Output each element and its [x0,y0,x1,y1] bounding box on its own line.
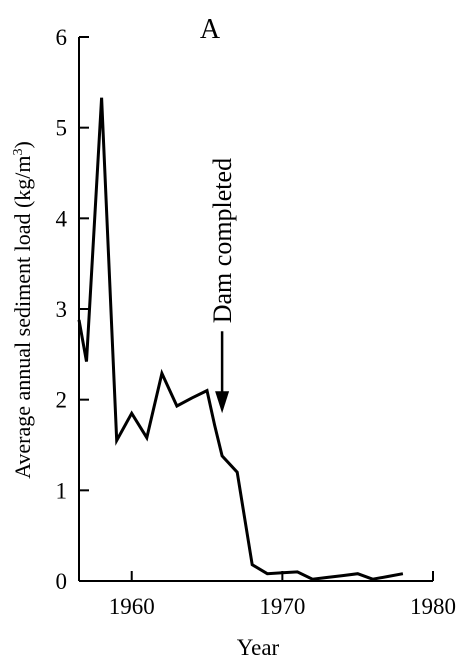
y-tick-label: 0 [56,569,68,594]
series-group [77,97,404,581]
axes [78,37,433,582]
annotation-group: Dam completed [208,158,237,414]
series-line [77,97,404,581]
annotation-arrow-head [215,391,230,414]
x-axis-label: Year [237,635,280,660]
y-axis-label-main: Average annual sediment load (kg/m [10,155,35,478]
x-tick-label: 1970 [259,594,305,619]
y-axis-label-close: ) [10,141,35,148]
x-ticks: 1960 1970 1980 [109,571,456,619]
y-tick-label: 2 [56,388,68,413]
y-tick-label: 3 [56,297,68,322]
y-tick-label: 4 [56,206,68,231]
y-tick-label: 5 [56,116,68,141]
y-tick-label: 6 [56,25,68,50]
y-ticks: 0 1 2 3 4 5 6 [56,25,89,594]
y-axis-label-superscript: 3 [11,148,26,155]
panel-label: A [200,14,221,45]
x-tick-label: 1980 [410,594,456,619]
y-axis-label: Average annual sediment load (kg/m3) [10,141,35,479]
y-tick-label: 1 [56,478,68,503]
annotation-text: Dam completed [208,158,237,323]
x-tick-label: 1960 [109,594,155,619]
